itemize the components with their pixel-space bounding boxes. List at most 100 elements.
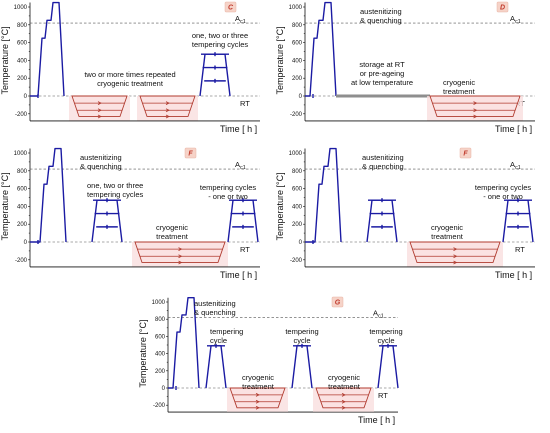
y-tick-label: 600: [17, 41, 28, 47]
annotation-austenitizing: austenitizing& quenching: [80, 153, 122, 171]
annotation-austenitizing: austenitizing& quenching: [362, 153, 404, 171]
x-axis-label: Time [ h ]: [220, 270, 257, 280]
y-tick-label: 1000: [152, 300, 166, 306]
panel-badge-label: F: [463, 151, 468, 158]
y-tick-label: 600: [155, 334, 166, 340]
annotation-cryogenic-line: two or more times repeated: [84, 70, 175, 79]
cryogenic-stage-1-marker: [255, 405, 260, 410]
annotation-austenitizing-line: austenitizing: [80, 153, 122, 162]
annotation-tempering-line: one, two or three: [192, 31, 248, 40]
y-tick-label: 400: [155, 352, 166, 358]
cryogenic-stage-marker: [473, 114, 478, 119]
annotation-tempering-1-line: tempering cycles: [87, 190, 144, 199]
tempering-stage-1: [205, 345, 227, 389]
austenitizing-curve: [168, 297, 200, 389]
y-tick-label: 400: [292, 204, 303, 210]
tempering-stage-2: [227, 199, 259, 243]
austenitizing-curve: [305, 147, 342, 243]
annotation-tempering-3-line: tempering: [369, 327, 402, 336]
annotation-austenitizing-line: austenitizing: [194, 299, 236, 308]
y-tick-label: 0: [299, 94, 303, 100]
y-tick-label: -200: [15, 112, 28, 118]
annotation-storage-line: or pre-ageing: [360, 69, 405, 78]
cryogenic-stage-marker: [453, 247, 458, 251]
cryogenic-stage-2-marker: [341, 405, 346, 410]
y-tick-label: -200: [290, 112, 303, 118]
y-tick-label: 200: [17, 76, 28, 82]
panel-badge: [224, 1, 237, 13]
tempering-stage-2: [291, 345, 313, 389]
y-tick-label: 0: [24, 94, 28, 100]
y-axis-label: Temperature [°C]: [275, 172, 285, 240]
panel-badge-label: D: [500, 5, 505, 12]
panel-badge: [331, 296, 344, 308]
y-tick-label: 400: [17, 204, 28, 210]
cryogenic-stage-marker: [178, 247, 183, 251]
cryogenic-stage-1-marker: [97, 114, 102, 119]
annotation-cryogenic-line: cryogenic treatment: [97, 79, 164, 88]
x-axis-label: Time [ h ]: [495, 270, 532, 280]
cryogenic-stage-1-marker: [255, 399, 260, 404]
y-tick-label: 1000: [289, 5, 303, 11]
cryogenic-stage-1-marker: [255, 393, 260, 397]
y-tick-label: 1000: [14, 5, 28, 11]
annotation-cryogenic-2-line: treatment: [328, 382, 361, 391]
annotation-austenitizing: austenitizing& quenching: [194, 299, 236, 317]
ac1-label: Ac1: [510, 160, 521, 171]
cryogenic-stage-2-marker: [165, 114, 170, 119]
annotation-cryogenic-line: cryogenic: [443, 78, 475, 87]
annotation-tempering-3-line: cycle: [377, 336, 394, 345]
y-tick-label: 800: [155, 317, 166, 323]
annotation-tempering-1-line: one, two or three: [87, 181, 143, 190]
y-tick-label: 1000: [14, 151, 28, 157]
y-tick-label: 800: [292, 23, 303, 29]
cryogenic-stage-2-marker: [165, 101, 170, 105]
annotation-cryogenic-line: treatment: [156, 232, 189, 241]
y-axis-label: Temperature [°C]: [275, 26, 285, 94]
annotation-austenitizing: austenitizing& quenching: [360, 7, 402, 25]
austenitizing-curve: [30, 1, 65, 97]
y-tick-label: 800: [17, 169, 28, 175]
tempering-stage: [199, 53, 231, 97]
ac1-label: Ac1: [235, 160, 246, 171]
cryogenic-stage-2-marker: [341, 399, 346, 404]
austenitizing-curve: [305, 1, 337, 97]
y-tick-label: -200: [290, 258, 303, 264]
annotation-cryogenic-1-line: cryogenic: [242, 373, 274, 382]
cryogenic-stage-2: [139, 95, 196, 117]
annotation-storage-line: at low temperature: [351, 78, 413, 87]
rt-label: RT: [240, 99, 250, 108]
annotation-tempering-2-line: tempering cycles: [200, 183, 257, 192]
y-tick-label: 200: [292, 222, 303, 228]
annotation-tempering-2: tempering cycles- one or two: [200, 183, 257, 201]
cryogenic-stage-marker: [473, 101, 478, 105]
annotation-tempering-2-line: tempering: [285, 327, 318, 336]
tempering-stage-3: [377, 345, 399, 389]
rt-label: RT: [378, 391, 388, 400]
annotation-austenitizing-line: & quenching: [194, 308, 236, 317]
panel-badge-label: G: [335, 300, 341, 307]
y-tick-label: -200: [153, 403, 166, 409]
x-axis-label: Time [ h ]: [495, 124, 532, 134]
tempering-stage-1: [91, 199, 123, 243]
ac1-label: Ac1: [510, 14, 521, 25]
annotation-cryogenic-line: cryogenic: [156, 223, 188, 232]
annotation-tempering-line: tempering cycles: [192, 40, 249, 49]
panel-badge: [184, 147, 197, 159]
y-tick-label: 600: [292, 187, 303, 193]
y-tick-label: 0: [24, 240, 28, 246]
y-axis-label: Temperature [°C]: [138, 320, 148, 388]
y-tick-label: 0: [299, 240, 303, 246]
panel-c: 1000 800 600 400 200 0 -200 Temperature [°C] Tim…: [0, 1, 260, 134]
annotation-tempering-2-line: tempering cycles: [475, 183, 532, 192]
panel-g: 1000 800 600 400 200 0 -200 Temperature [°C] Tim…: [138, 296, 403, 425]
